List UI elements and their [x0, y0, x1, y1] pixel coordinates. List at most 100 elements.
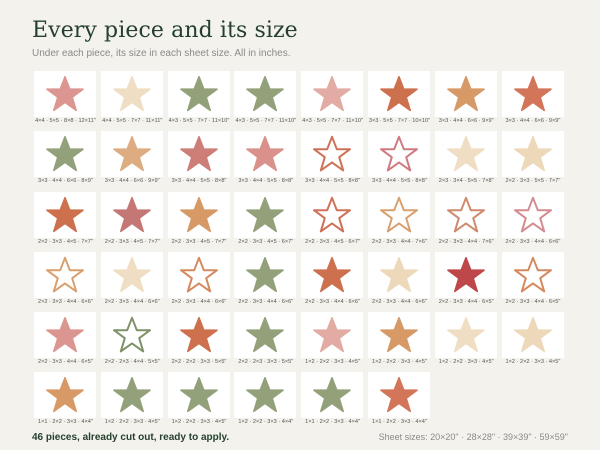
piece-size-label: 2×2 · 3×3 · 4×4 · 7×6" [371, 238, 427, 245]
piece-tile [301, 312, 364, 359]
piece-size-label: 2×2 · 3×3 · 4×5 · 6×7" [305, 238, 361, 245]
piece-tile [167, 312, 230, 359]
piece-card: 3×3 · 4×4 · 6×6 · 8×9" [32, 131, 99, 191]
piece-size-label: 2×2 · 2×3 · 3×3 · 5×5" [238, 359, 294, 366]
piece-card: 1×2 · 2×2 · 3×3 · 4×5" [500, 312, 567, 372]
piece-card: 1×2 · 2×2 · 3×3 · 4×4" [232, 372, 299, 432]
piece-size-label: 1×2 · 2×2 · 3×3 · 4×5" [104, 419, 160, 426]
piece-size-label: 3×3 · 4×4 · 5×5 · 8×8" [305, 178, 361, 185]
star-icon [46, 136, 84, 172]
piece-size-label: 1×2 · 2×2 · 3×3 · 4×5" [305, 359, 361, 366]
piece-size-label: 2×2 · 2×3 · 4×4 · 5×5" [104, 359, 160, 366]
star-icon [313, 256, 351, 293]
star-icon [112, 196, 151, 232]
piece-card: 2×2 · 2×2 · 3×3 · 5×5" [166, 312, 233, 372]
piece-tile [167, 251, 230, 298]
star-icon [46, 76, 84, 112]
piece-card: 2×2 · 3×3 · 4×4 · 6×5" [32, 312, 99, 372]
piece-size-label: 2×2 · 3×3 · 4×4 · 6×6" [305, 298, 361, 305]
star-icon [46, 256, 84, 293]
piece-card: 3×3 · 4×4 · 5×5 · 8×8" [366, 131, 433, 191]
piece-card: 3×3 · 4×4 · 5×5 · 8×8" [166, 131, 233, 191]
piece-card: 1×2 · 2×2 · 3×3 · 4×5" [366, 312, 433, 372]
piece-tile [501, 251, 564, 298]
star-icon [379, 136, 418, 172]
piece-card: 2×2 · 3×3 · 4×4 · 6×6" [99, 251, 166, 312]
piece-card: 2×2 · 3×3 · 4×4 · 7×6" [366, 191, 433, 252]
piece-tile [100, 372, 163, 419]
star-icon [246, 76, 285, 112]
piece-card: 4×4 · 5×5 · 7×7 · 11×11" [99, 71, 166, 131]
piece-card: 1×1 · 2×2 · 3×3 · 4×4" [366, 372, 433, 432]
piece-size-label: 4×3 · 5×5 · 7×7 · 11×10" [302, 118, 363, 124]
piece-size-label: 3×3 · 4×4 · 6×6 · 8×9" [37, 178, 93, 185]
star-icon [112, 136, 151, 172]
piece-tile [301, 251, 364, 298]
piece-size-label: 4×4 · 5×5 · 7×7 · 11×11" [102, 118, 163, 124]
star-icon [513, 317, 552, 353]
star-icon [513, 136, 552, 172]
piece-card: 1×1 · 2×2 · 3×3 · 4×4" [299, 372, 366, 432]
piece-tile [301, 131, 364, 178]
piece-card: 4×3 · 5×5 · 7×7 · 11×10" [166, 71, 233, 131]
star-icon [446, 136, 485, 172]
piece-size-label: 1×1 · 2×2 · 3×3 · 4×4" [305, 419, 361, 426]
star-icon [513, 76, 552, 112]
piece-size-label: 3×3 · 4×4 · 5×5 · 8×8" [171, 178, 227, 185]
piece-tile [167, 372, 230, 419]
piece-card: 2×2 · 3×3 · 4×4 · 6×6" [166, 251, 233, 312]
piece-tile [501, 191, 564, 238]
star-icon [380, 76, 418, 112]
piece-tile [434, 312, 497, 359]
star-icon [379, 196, 418, 232]
piece-card: 2×2 · 3×3 · 5×5 · 7×7" [500, 131, 567, 191]
piece-size-label: 4×4 · 5×5 · 8×8 · 12×11" [35, 118, 96, 124]
piece-tile [367, 251, 430, 298]
star-icon [380, 317, 418, 353]
piece-card: 3×3 · 4×4 · 5×5 · 8×8" [232, 131, 299, 191]
piece-card: 2×2 · 3×3 · 4×4 · 7×6" [433, 191, 500, 252]
piece-size-label: 4×3 · 5×5 · 7×7 · 11×10" [235, 118, 297, 124]
piece-card: 2×2 · 3×3 · 4×5 · 7×7" [99, 191, 166, 252]
piece-tile [367, 131, 430, 178]
star-icon [313, 196, 352, 232]
piece-size-label: 2×2 · 3×3 · 4×4 · 6×5" [37, 359, 93, 366]
piece-tile [301, 71, 364, 117]
star-icon [112, 76, 151, 112]
star-icon [380, 377, 418, 413]
piece-card: 2×3 · 3×4 · 5×5 · 7×8" [433, 131, 500, 191]
piece-size-label: 2×2 · 3×3 · 4×5 · 7×7" [171, 238, 227, 245]
piece-tile [100, 131, 163, 178]
piece-card: 2×2 · 3×3 · 4×5 · 6×7" [299, 191, 366, 252]
piece-card: 4×3 · 5×5 · 7×7 · 11×10" [299, 71, 366, 131]
piece-size-label: 3×3 · 4×4 · 5×5 · 8×8" [238, 178, 294, 185]
piece-size-label: 2×2 · 3×3 · 4×4 · 6×6" [505, 238, 561, 245]
star-icon [446, 196, 485, 232]
piece-size-label: 3×3 · 5×5 · 7×7 · 10×10" [368, 118, 430, 124]
piece-tile [34, 312, 96, 359]
piece-size-label: 4×3 · 5×5 · 7×7 · 11×10" [168, 118, 230, 124]
piece-tile [34, 131, 96, 178]
piece-size-label: 2×2 · 3×3 · 5×5 · 7×7" [505, 178, 561, 185]
piece-size-label: 2×2 · 3×3 · 4×4 · 6×6" [238, 298, 294, 305]
piece-tile [234, 312, 297, 359]
star-icon [112, 377, 151, 413]
star-icon [313, 136, 352, 172]
piece-card: 2×2 · 3×3 · 4×4 · 6×5" [500, 251, 567, 312]
piece-card: 1×2 · 2×2 · 3×3 · 4×5" [433, 312, 500, 372]
piece-tile [434, 131, 497, 178]
footer-piece-count: 46 pieces, already cut out, ready to app… [32, 432, 230, 443]
piece-card: 2×2 · 3×3 · 4×4 · 6×6" [232, 251, 299, 312]
piece-size-label: 1×2 · 2×2 · 3×3 · 4×5" [371, 359, 427, 366]
piece-tile [167, 131, 230, 178]
piece-tile [167, 191, 230, 238]
piece-tile [434, 71, 497, 117]
star-icon [46, 377, 84, 413]
star-icon [246, 317, 285, 353]
piece-card: 1×2 · 2×2 · 3×3 · 4×5" [166, 372, 233, 432]
piece-tile [501, 131, 564, 178]
piece-tile [34, 251, 96, 298]
star-icon [446, 256, 485, 293]
piece-card: 4×3 · 5×5 · 7×7 · 11×10" [232, 71, 299, 131]
star-icon [179, 317, 218, 353]
